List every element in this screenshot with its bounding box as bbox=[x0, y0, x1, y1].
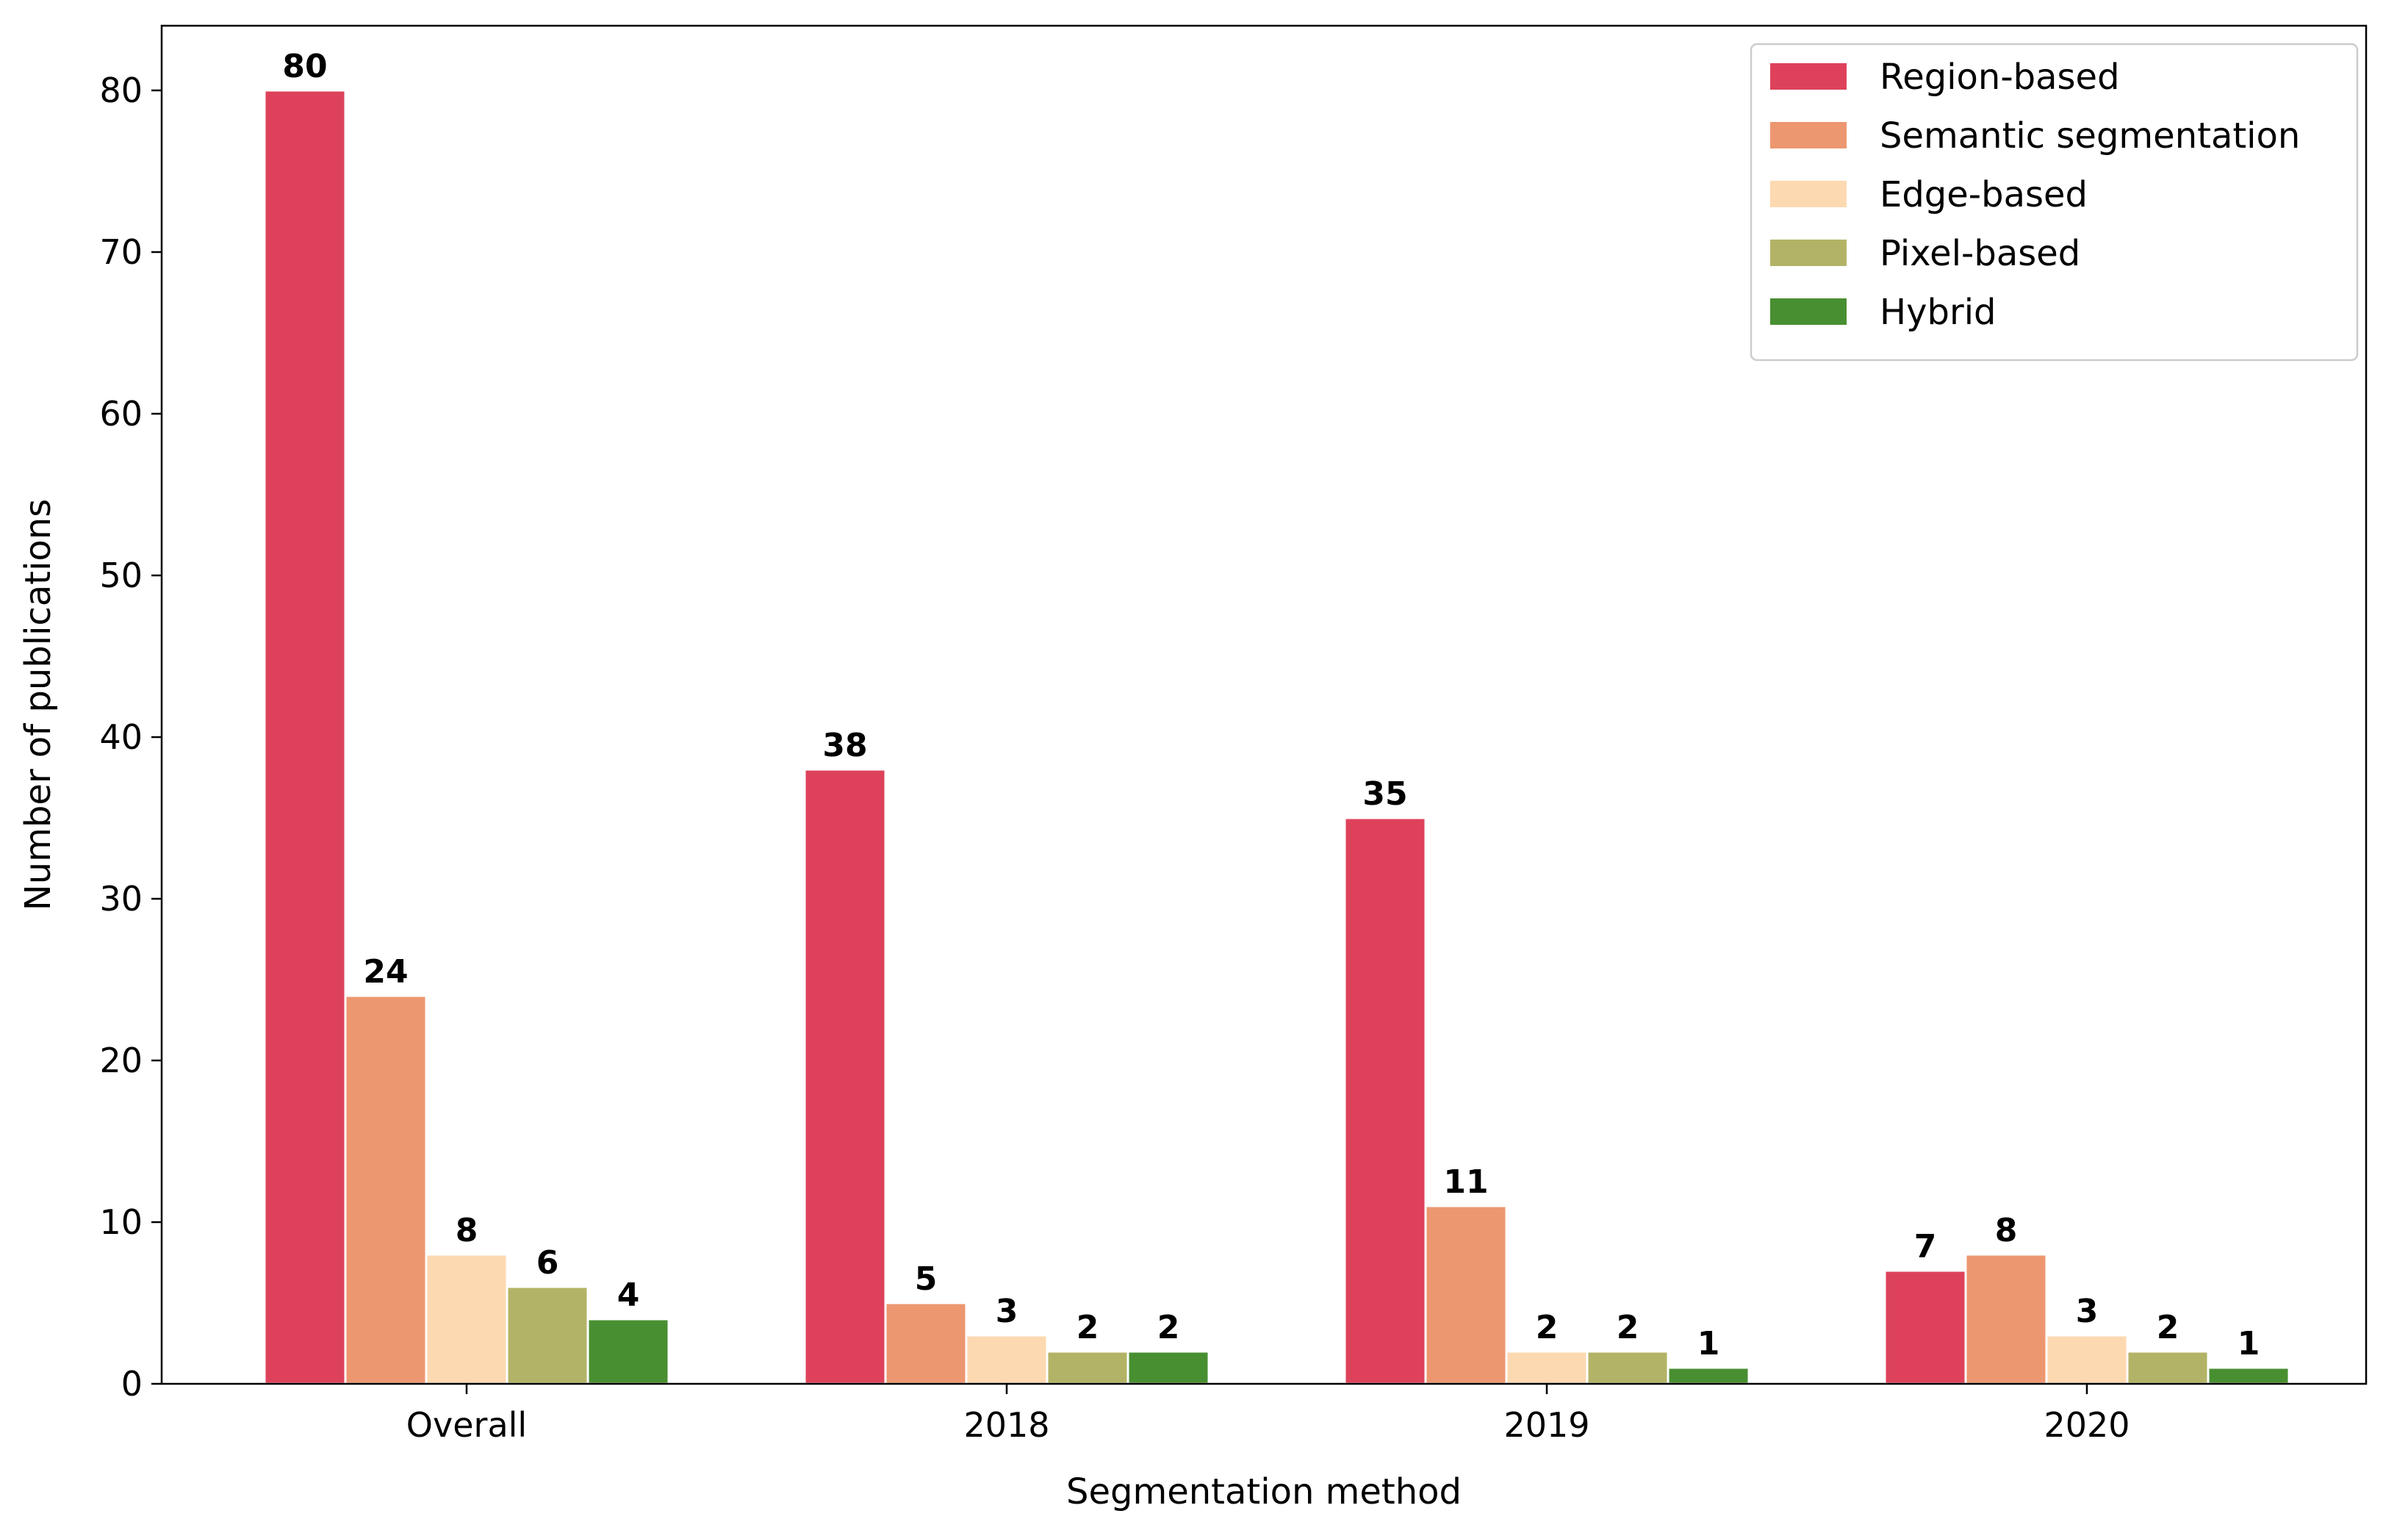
x-tick-label: Overall bbox=[406, 1405, 527, 1445]
x-tick-label: 2019 bbox=[1503, 1405, 1589, 1445]
legend-swatch bbox=[1770, 240, 1847, 266]
bar-hybrid-2020 bbox=[2207, 1366, 2290, 1385]
data-label: 35 bbox=[1362, 775, 1407, 813]
bar-semantic-segmentation-2020 bbox=[1964, 1253, 2048, 1385]
legend-label: Edge-based bbox=[1880, 174, 2088, 215]
legend-swatch bbox=[1770, 63, 1847, 90]
legend-label: Region-based bbox=[1880, 57, 2120, 98]
data-label: 2 bbox=[1536, 1309, 1559, 1346]
legend-swatch bbox=[1770, 298, 1847, 325]
bar-hybrid-2019 bbox=[1667, 1366, 1750, 1385]
bar-pixel-based-2020 bbox=[2126, 1350, 2210, 1385]
y-tick-label: 30 bbox=[99, 879, 143, 919]
data-label: 1 bbox=[1697, 1325, 1720, 1363]
data-label: 3 bbox=[996, 1293, 1018, 1330]
data-label: 8 bbox=[456, 1212, 478, 1249]
x-axis: Overall 2018 2019 2020 bbox=[406, 1384, 2130, 1445]
data-label: 2 bbox=[1077, 1309, 1099, 1346]
x-tick-label: 2018 bbox=[963, 1405, 1049, 1445]
legend-swatch bbox=[1770, 122, 1847, 148]
bar-hybrid-overall bbox=[586, 1318, 670, 1385]
bars-group bbox=[263, 89, 2290, 1385]
data-label: 24 bbox=[363, 953, 408, 991]
y-tick-label: 50 bbox=[99, 556, 143, 595]
legend: Region-based Semantic segmentation Edge-ba… bbox=[1750, 43, 2359, 362]
legend-label: Hybrid bbox=[1880, 292, 1997, 333]
bar-hybrid-2018 bbox=[1126, 1350, 1210, 1385]
data-label: 38 bbox=[822, 727, 867, 764]
data-label: 2 bbox=[2157, 1309, 2179, 1346]
plot-frame bbox=[160, 24, 2368, 1385]
bar-edge-based-2019 bbox=[1505, 1350, 1589, 1385]
y-tick-label: 40 bbox=[99, 717, 143, 757]
y-tick-label: 10 bbox=[99, 1202, 143, 1242]
bar-region-based-2018 bbox=[803, 768, 887, 1385]
bar-semantic-segmentation-2018 bbox=[884, 1302, 968, 1385]
bar-region-based-2020 bbox=[1883, 1269, 1967, 1385]
y-tick-label: 80 bbox=[99, 71, 143, 110]
bar-edge-based-2020 bbox=[2045, 1334, 2129, 1385]
bar-semantic-segmentation-2019 bbox=[1424, 1204, 1508, 1385]
data-label: 5 bbox=[915, 1260, 938, 1298]
data-label: 7 bbox=[1914, 1228, 1937, 1265]
legend-label: Pixel-based bbox=[1880, 233, 2080, 274]
x-axis-title: Segmentation method bbox=[1066, 1471, 1462, 1512]
bar-edge-based-2018 bbox=[965, 1334, 1049, 1385]
bar-pixel-based-2018 bbox=[1046, 1350, 1129, 1385]
x-tick-label: 2020 bbox=[2044, 1405, 2130, 1445]
bar-semantic-segmentation-overall bbox=[344, 994, 428, 1385]
data-label: 2 bbox=[1617, 1309, 1639, 1346]
data-label: 80 bbox=[282, 48, 327, 85]
bar-region-based-overall bbox=[263, 89, 347, 1385]
data-label: 11 bbox=[1443, 1163, 1488, 1201]
bar-pixel-based-overall bbox=[506, 1285, 589, 1385]
data-label: 1 bbox=[2238, 1325, 2260, 1363]
y-tick-label: 70 bbox=[99, 232, 143, 272]
bar-pixel-based-2019 bbox=[1586, 1350, 1670, 1385]
legend-label: Semantic segmentation bbox=[1880, 115, 2300, 157]
y-tick-label: 60 bbox=[99, 394, 143, 434]
data-label: 6 bbox=[536, 1244, 559, 1282]
data-label: 4 bbox=[617, 1277, 640, 1314]
data-label: 8 bbox=[1995, 1212, 2018, 1249]
y-axis-title: Number of publications bbox=[18, 499, 59, 911]
legend-swatch bbox=[1770, 181, 1847, 207]
bar-region-based-2019 bbox=[1343, 816, 1427, 1385]
y-axis: 0 10 20 30 40 50 60 70 80 bbox=[99, 71, 162, 1404]
y-tick-label: 0 bbox=[121, 1364, 143, 1404]
legend-box bbox=[1750, 43, 2359, 362]
y-tick-label: 20 bbox=[99, 1041, 143, 1080]
data-label: 2 bbox=[1157, 1309, 1180, 1346]
data-label: 3 bbox=[2076, 1293, 2099, 1330]
bar-edge-based-overall bbox=[425, 1253, 508, 1385]
